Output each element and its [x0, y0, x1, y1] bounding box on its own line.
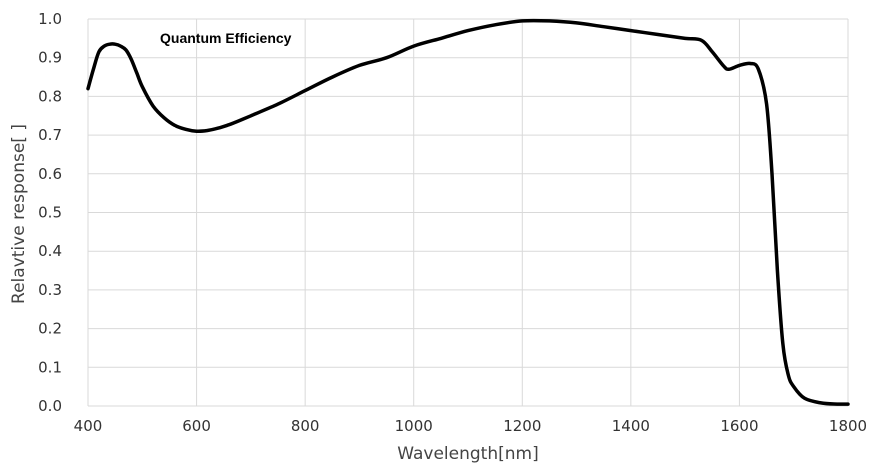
y-tick-label: 0.1 [38, 358, 62, 376]
y-tick-label: 0.5 [38, 204, 62, 222]
x-tick-label: 1800 [829, 417, 867, 435]
y-tick-label: 0.6 [38, 165, 62, 183]
x-tick-label: 1000 [395, 417, 433, 435]
tick-labels: 0.0 0.1 0.2 0.3 0.4 0.5 0.6 0.7 0.8 0.9 1.0 400 600 8… [38, 10, 867, 435]
y-tick-label: 0.0 [38, 397, 62, 415]
x-axis-label: Wavelength[nm] [397, 444, 538, 464]
y-tick-label: 0.8 [38, 87, 62, 105]
x-tick-label: 1600 [720, 417, 758, 435]
x-tick-label: 1400 [612, 417, 650, 435]
y-tick-label: 1.0 [38, 10, 62, 28]
y-tick-label: 0.2 [38, 320, 62, 338]
chart-title: Quantum Efficiency [160, 30, 292, 46]
grid [87, 18, 849, 407]
plot-area [86, 18, 850, 406]
quantum-efficiency-line-0 [86, 18, 850, 406]
x-tick-label: 400 [74, 417, 103, 435]
y-tick-label: 0.3 [38, 281, 62, 299]
y-tick-label: 0.7 [38, 126, 62, 144]
x-tick-label: 800 [291, 417, 320, 435]
y-tick-label: 0.9 [38, 49, 62, 67]
y-axis-label: Relavtive response[ ] [9, 124, 29, 304]
y-tick-label: 0.4 [38, 242, 62, 260]
x-tick-label: 1200 [503, 417, 541, 435]
x-tick-label: 600 [182, 417, 211, 435]
